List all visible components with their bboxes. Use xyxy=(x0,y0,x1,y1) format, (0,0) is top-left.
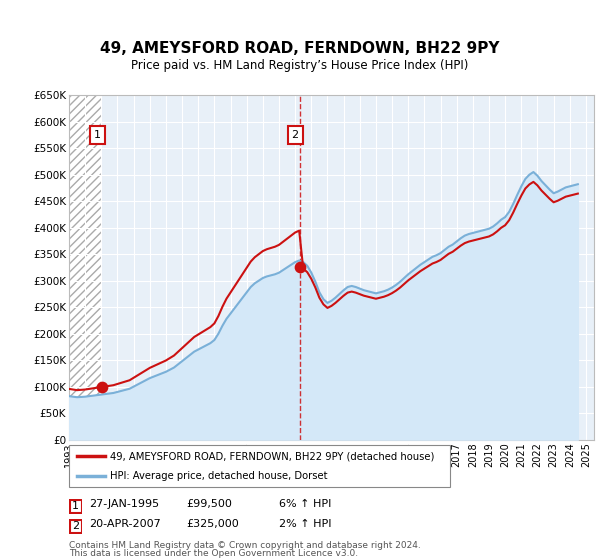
Text: Contains HM Land Registry data © Crown copyright and database right 2024.: Contains HM Land Registry data © Crown c… xyxy=(69,541,421,550)
Text: 1: 1 xyxy=(72,501,79,511)
Text: This data is licensed under the Open Government Licence v3.0.: This data is licensed under the Open Gov… xyxy=(69,549,358,558)
Point xyxy=(98,382,107,391)
Text: 2: 2 xyxy=(72,521,79,531)
Text: Price paid vs. HM Land Registry’s House Price Index (HPI): Price paid vs. HM Land Registry’s House … xyxy=(131,59,469,72)
Text: 2% ↑ HPI: 2% ↑ HPI xyxy=(279,519,331,529)
Text: £325,000: £325,000 xyxy=(186,519,239,529)
FancyBboxPatch shape xyxy=(70,500,82,513)
Text: HPI: Average price, detached house, Dorset: HPI: Average price, detached house, Dors… xyxy=(110,471,328,480)
Text: 27-JAN-1995: 27-JAN-1995 xyxy=(89,499,159,509)
Text: 1: 1 xyxy=(94,130,101,140)
FancyBboxPatch shape xyxy=(70,520,82,533)
Text: 49, AMEYSFORD ROAD, FERNDOWN, BH22 9PY: 49, AMEYSFORD ROAD, FERNDOWN, BH22 9PY xyxy=(100,41,500,56)
Text: 49, AMEYSFORD ROAD, FERNDOWN, BH22 9PY (detached house): 49, AMEYSFORD ROAD, FERNDOWN, BH22 9PY (… xyxy=(110,451,434,461)
Text: £99,500: £99,500 xyxy=(186,499,232,509)
Text: 6% ↑ HPI: 6% ↑ HPI xyxy=(279,499,331,509)
FancyBboxPatch shape xyxy=(69,445,450,487)
Point xyxy=(295,263,305,272)
Bar xyxy=(69,95,103,440)
Text: 2: 2 xyxy=(292,130,299,140)
Text: 20-APR-2007: 20-APR-2007 xyxy=(89,519,161,529)
